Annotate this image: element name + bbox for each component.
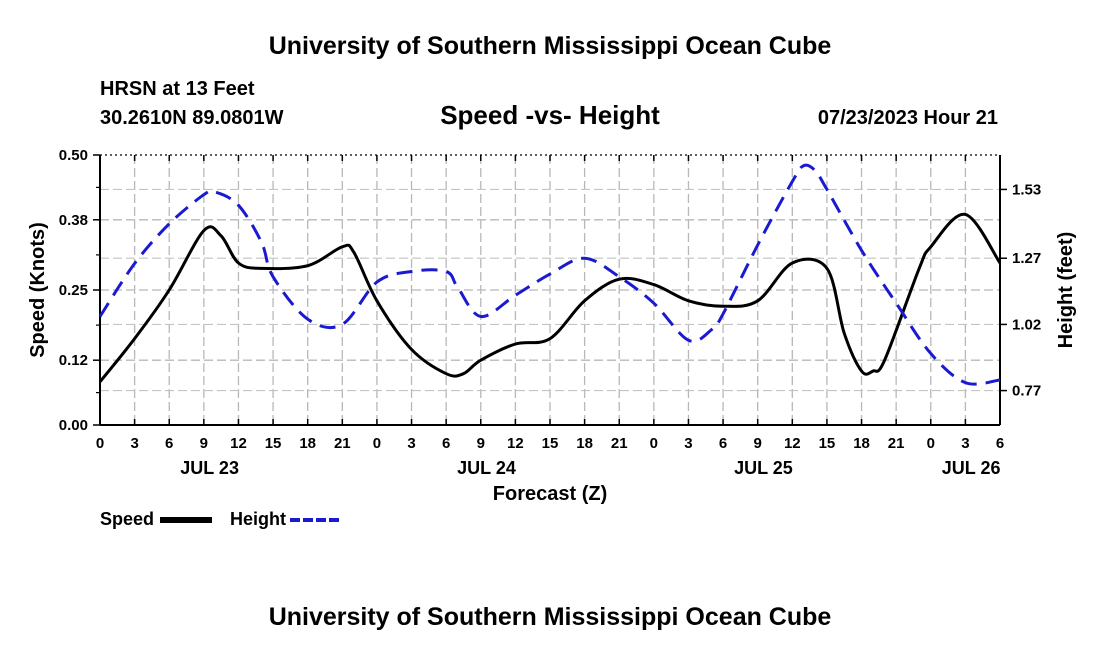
y-tick-label-right: 1.27 [1012, 250, 1041, 267]
x-tick-label: 12 [507, 435, 524, 452]
x-tick-label: 3 [684, 435, 692, 452]
x-date-label: JUL 25 [734, 458, 793, 478]
y-tick-label-left: 0.00 [59, 417, 88, 434]
x-tick-label: 15 [542, 435, 559, 452]
legend: Speed Height [100, 509, 342, 529]
series-line-height [98, 163, 1001, 386]
legend-speed-label: Speed [100, 509, 154, 529]
x-tick-label: 18 [299, 435, 316, 452]
x-tick-label: 15 [265, 435, 282, 452]
legend-height-label: Height [230, 509, 286, 529]
station-label: HRSN at 13 Feet [100, 78, 255, 100]
x-tick-label: 9 [477, 435, 485, 452]
y-tick-label-right: 1.53 [1012, 181, 1041, 198]
series-line-speed [98, 212, 1002, 383]
x-tick-label: 0 [373, 435, 381, 452]
x-tick-label: 9 [754, 435, 762, 452]
x-tick-label: 12 [784, 435, 801, 452]
x-tick-label: 0 [96, 435, 104, 452]
footer-title: University of Southern Mississippi Ocean… [269, 603, 832, 631]
x-tick-label: 6 [996, 435, 1004, 452]
y-axis-label-right: Height (feet) [1055, 232, 1077, 349]
grid-lines [100, 154, 1000, 425]
x-tick-label: 6 [719, 435, 727, 452]
x-date-label: JUL 26 [942, 458, 1001, 478]
location-label: 30.2610N 89.0801W [100, 107, 284, 129]
x-tick-label: 0 [927, 435, 935, 452]
x-tick-label: 3 [961, 435, 969, 452]
x-tick-label: 12 [230, 435, 247, 452]
x-tick-label: 18 [576, 435, 593, 452]
y-tick-label-right: 1.02 [1012, 316, 1041, 333]
x-axis-label: Forecast (Z) [493, 483, 607, 505]
x-tick-label: 0 [650, 435, 658, 452]
x-tick-label: 3 [407, 435, 415, 452]
chart-title: Speed -vs- Height [440, 100, 660, 130]
y-tick-label-left: 0.38 [59, 212, 88, 229]
x-tick-label: 6 [442, 435, 450, 452]
x-date-label: JUL 23 [180, 458, 239, 478]
y-axis-label-left: Speed (Knots) [27, 222, 49, 358]
x-tick-label: 18 [853, 435, 870, 452]
x-tick-label: 21 [888, 435, 905, 452]
series-group [98, 163, 1002, 386]
axis-ticks: 0 3 6 9 12 15 18 21 0 3 6 9 12 15 18 21 0 3 6 9 12 15 18 21 0 3 6J… [59, 147, 1041, 478]
x-tick-label: 21 [334, 435, 351, 452]
x-date-label: JUL 24 [457, 458, 516, 478]
y-tick-label-right: 0.77 [1012, 383, 1041, 400]
datetime-label: 07/23/2023 Hour 21 [818, 107, 998, 129]
x-tick-label: 3 [130, 435, 138, 452]
y-tick-label-left: 0.50 [59, 147, 88, 164]
main-title: University of Southern Mississippi Ocean… [269, 32, 832, 60]
x-tick-label: 6 [165, 435, 173, 452]
y-tick-label-left: 0.12 [59, 352, 88, 369]
y-tick-label-left: 0.25 [59, 282, 88, 299]
x-tick-label: 21 [611, 435, 628, 452]
x-tick-label: 9 [200, 435, 208, 452]
x-tick-label: 15 [819, 435, 836, 452]
